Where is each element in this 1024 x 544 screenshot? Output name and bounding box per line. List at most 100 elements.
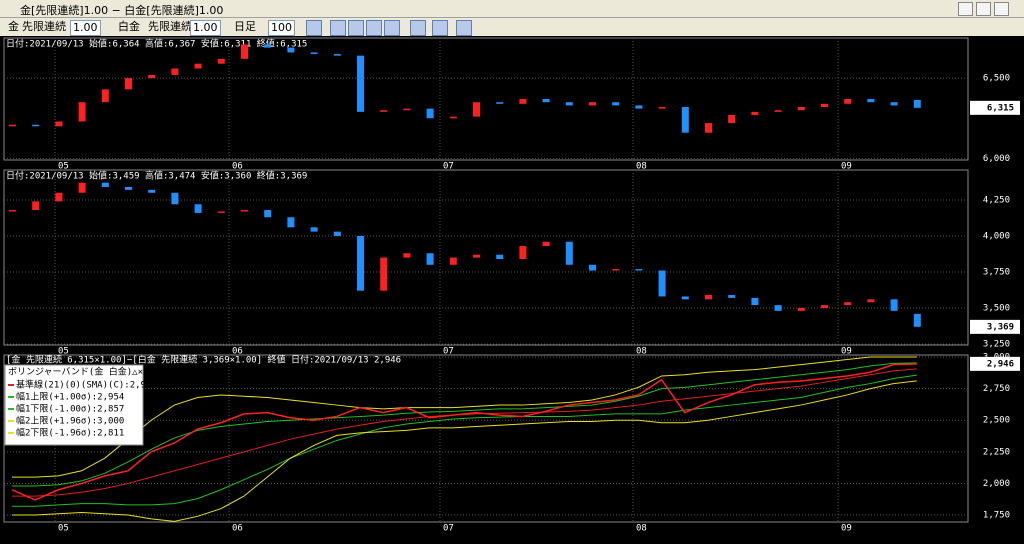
title-bar: 金[先限連続]1.00 − 白金[先限連続]1.00 (0, 0, 1024, 18)
x-tick-label: 07 (443, 524, 454, 534)
toolbar-label: 先限連続 (148, 20, 192, 33)
candle (728, 115, 736, 124)
price-label-box (970, 319, 1020, 334)
panel-frame (3, 169, 969, 346)
panel-header: 日付:2021/09/13 始値:3,459 高値:3,474 安値:3,360… (6, 170, 307, 182)
candle (403, 108, 411, 111)
panel-frame (3, 37, 969, 161)
tool-icon[interactable] (348, 20, 364, 36)
candle (635, 105, 643, 109)
tool-icon[interactable] (432, 20, 448, 36)
toolbar-input[interactable]: 1.00 (190, 20, 221, 36)
candle (310, 52, 318, 55)
x-tick-label: 08 (636, 347, 647, 357)
y-tick-label: 1,750 (983, 511, 1010, 521)
candle (473, 254, 480, 258)
y-tick-label: 2,000 (983, 479, 1010, 489)
toolbar-label: 先限連続 (22, 20, 66, 33)
candle (380, 110, 388, 112)
candle (449, 257, 457, 265)
candle (287, 47, 295, 53)
window-title: 金[先限連続]1.00 − 白金[先限連続]1.00 (20, 4, 224, 17)
y-tick-label: 4,000 (983, 231, 1010, 241)
candle (519, 246, 527, 260)
candle (125, 186, 132, 190)
legend-entry: 幅2下限(-1.96σ):2,811 (16, 427, 124, 439)
indicator-line (12, 374, 917, 507)
x-tick-label: 05 (58, 524, 69, 534)
candle (774, 110, 782, 112)
candle (32, 201, 40, 211)
candle (797, 107, 805, 111)
price-label: 3,369 (987, 322, 1014, 332)
candle (589, 264, 596, 271)
x-tick-label: 07 (443, 347, 454, 357)
indicator-line (12, 380, 917, 522)
toolbar-input[interactable]: 1.00 (70, 20, 101, 36)
candle (635, 269, 643, 271)
x-tick-label: 08 (636, 162, 647, 172)
minimize[interactable] (958, 2, 973, 16)
toolbar-input[interactable]: 100 (268, 20, 295, 36)
x-tick-label: 08 (636, 524, 647, 534)
price-label: 6,315 (987, 103, 1014, 113)
candle (55, 121, 63, 127)
candle (32, 124, 40, 127)
tool-icon[interactable] (384, 20, 400, 36)
candle (612, 102, 620, 106)
candle (867, 299, 875, 303)
candle (217, 58, 225, 64)
candle (9, 124, 16, 127)
x-tick-label: 05 (58, 347, 69, 357)
candle (426, 253, 434, 265)
legend-entry: 幅1下限(-1.00σ):2,857 (16, 403, 124, 415)
candle (867, 99, 875, 103)
tool-icon[interactable] (306, 20, 322, 36)
y-tick-label: 2,250 (983, 447, 1010, 457)
close[interactable] (994, 2, 1009, 16)
legend-box (4, 364, 144, 446)
candle (55, 192, 63, 202)
candle (171, 68, 179, 75)
price-label-box (970, 100, 1020, 115)
candle (658, 270, 666, 297)
candle (125, 78, 132, 90)
panel-frame (3, 354, 969, 523)
candle (264, 210, 272, 218)
candle (612, 269, 620, 271)
candle (913, 313, 921, 327)
candle (148, 74, 156, 79)
candle (9, 210, 16, 212)
candle (333, 54, 341, 56)
panel-header: 日付:2021/09/13 始値:6,364 高値:6,367 安値:6,311… (6, 38, 307, 50)
candle (78, 102, 86, 122)
candle (473, 102, 480, 117)
x-tick-label: 06 (232, 162, 243, 172)
x-tick-label: 07 (443, 162, 454, 172)
candle (565, 102, 573, 106)
candle (751, 297, 759, 306)
maximize[interactable] (976, 2, 991, 16)
toolbar-label: 白金 (118, 20, 140, 33)
y-tick-label: 3,500 (983, 303, 1010, 313)
candle (821, 305, 828, 308)
candle (496, 254, 504, 260)
candle (751, 111, 759, 116)
candle (357, 235, 364, 291)
candle (241, 210, 248, 212)
tool-icon[interactable] (456, 20, 472, 36)
candle (426, 108, 434, 119)
tool-icon[interactable] (410, 20, 426, 36)
candle (705, 295, 712, 300)
y-tick-label: 2,750 (983, 384, 1010, 394)
legend-title: ボリンジャーバンド(金 白金)△× (8, 366, 143, 378)
candle (310, 227, 318, 232)
tool-icon[interactable] (330, 20, 346, 36)
y-tick-label: 6,000 (983, 154, 1010, 164)
tool-icon[interactable] (366, 20, 382, 36)
candle (519, 99, 527, 104)
candle (171, 192, 179, 205)
candle (101, 89, 109, 103)
chart-area: 6,000 6,500 05 06 07 08 09 6,315 日付:2021/09/13 始… (0, 36, 1024, 544)
